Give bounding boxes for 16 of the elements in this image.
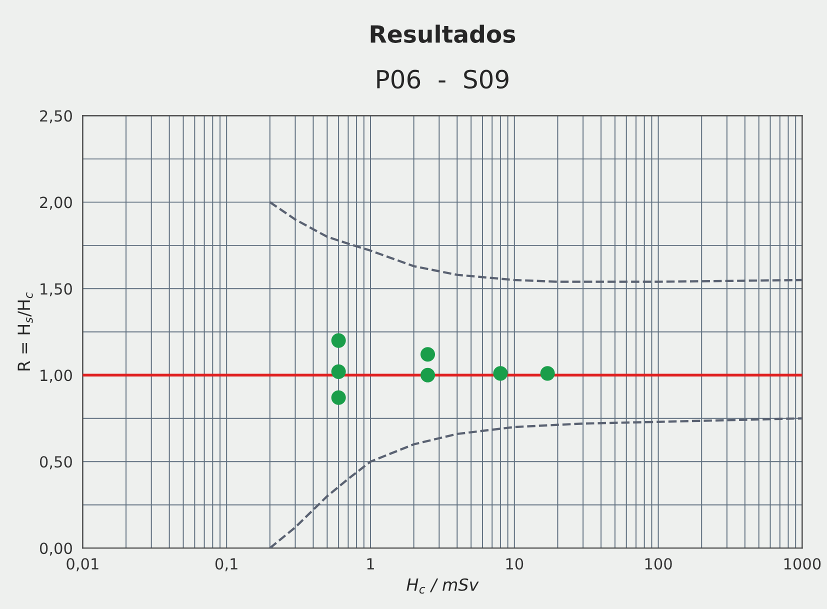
x-tick-label: 1000: [784, 558, 821, 570]
chart-title: Resultados: [370, 24, 516, 43]
y-tick-label: 2,50: [40, 110, 72, 124]
y-tick-label: 0,50: [40, 456, 72, 470]
y-tick-label: 2,00: [40, 196, 72, 210]
y-tick-label: 1,50: [40, 283, 72, 296]
x-tick-label: 0,01: [66, 558, 98, 572]
y-axis-title: R = H$_{s}$/H$_{c}$: [18, 292, 33, 370]
x-tick-label: 100: [645, 558, 672, 570]
x-axis-title: H$_{c}$ / mSv: [406, 578, 479, 594]
x-tick-label: 0,1: [215, 558, 238, 572]
y-tick-label: 1,00: [40, 370, 72, 383]
y-tick-label: 0,00: [40, 542, 72, 556]
x-tick-label: 1: [367, 558, 374, 570]
x-tick-label: 10: [506, 558, 524, 570]
chart-subtitle: P06 - S09: [377, 70, 508, 89]
